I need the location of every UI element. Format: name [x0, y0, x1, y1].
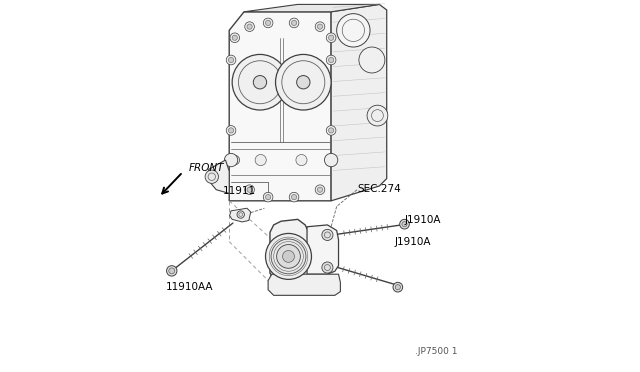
Circle shape	[226, 126, 236, 135]
Circle shape	[244, 22, 255, 32]
Circle shape	[266, 195, 271, 200]
Circle shape	[297, 76, 310, 89]
Circle shape	[291, 20, 297, 26]
Circle shape	[328, 57, 333, 62]
Circle shape	[230, 33, 239, 42]
Circle shape	[244, 185, 255, 195]
Circle shape	[266, 234, 312, 279]
Circle shape	[226, 55, 236, 65]
Circle shape	[393, 282, 403, 292]
Circle shape	[315, 185, 325, 195]
Circle shape	[359, 47, 385, 73]
Text: FRONT: FRONT	[188, 163, 224, 173]
Polygon shape	[331, 4, 387, 201]
Circle shape	[283, 250, 294, 262]
Circle shape	[247, 187, 252, 192]
Circle shape	[326, 55, 336, 65]
Circle shape	[253, 76, 267, 89]
Circle shape	[289, 192, 299, 202]
Text: SEC.274: SEC.274	[358, 184, 401, 194]
Circle shape	[232, 54, 288, 110]
Circle shape	[225, 153, 237, 167]
Circle shape	[276, 244, 300, 268]
Circle shape	[263, 192, 273, 202]
Text: J1910A: J1910A	[394, 237, 431, 247]
Circle shape	[326, 33, 336, 42]
Circle shape	[276, 54, 331, 110]
Polygon shape	[270, 219, 309, 282]
Text: 11910AA: 11910AA	[166, 282, 213, 292]
Circle shape	[291, 195, 297, 200]
Circle shape	[263, 18, 273, 28]
Circle shape	[367, 105, 388, 126]
Polygon shape	[244, 4, 380, 12]
Circle shape	[317, 187, 323, 192]
Circle shape	[337, 14, 370, 47]
Polygon shape	[207, 160, 229, 193]
Circle shape	[396, 285, 401, 290]
Circle shape	[400, 219, 410, 229]
Circle shape	[315, 22, 325, 32]
Circle shape	[322, 262, 333, 273]
Circle shape	[317, 24, 323, 29]
Circle shape	[232, 35, 237, 40]
Circle shape	[166, 266, 177, 276]
Circle shape	[228, 128, 234, 133]
Circle shape	[296, 154, 307, 166]
Circle shape	[328, 128, 333, 133]
Circle shape	[232, 157, 237, 163]
Circle shape	[255, 154, 266, 166]
Polygon shape	[268, 274, 340, 295]
Text: 11911: 11911	[223, 186, 256, 196]
Circle shape	[326, 155, 336, 165]
Polygon shape	[307, 225, 339, 274]
Circle shape	[289, 18, 299, 28]
Circle shape	[324, 153, 338, 167]
Polygon shape	[229, 12, 331, 201]
Polygon shape	[230, 208, 251, 222]
Circle shape	[402, 222, 407, 227]
Circle shape	[230, 155, 239, 165]
Circle shape	[322, 230, 333, 240]
Text: .JP7500 1: .JP7500 1	[415, 347, 457, 356]
Circle shape	[266, 20, 271, 26]
Circle shape	[271, 239, 306, 274]
Circle shape	[237, 211, 244, 218]
Circle shape	[328, 157, 333, 163]
Circle shape	[328, 35, 333, 40]
Text: J1910A: J1910A	[404, 215, 441, 225]
Circle shape	[228, 57, 234, 62]
Circle shape	[247, 24, 252, 29]
Circle shape	[326, 126, 336, 135]
Circle shape	[169, 268, 175, 274]
Circle shape	[205, 170, 218, 183]
